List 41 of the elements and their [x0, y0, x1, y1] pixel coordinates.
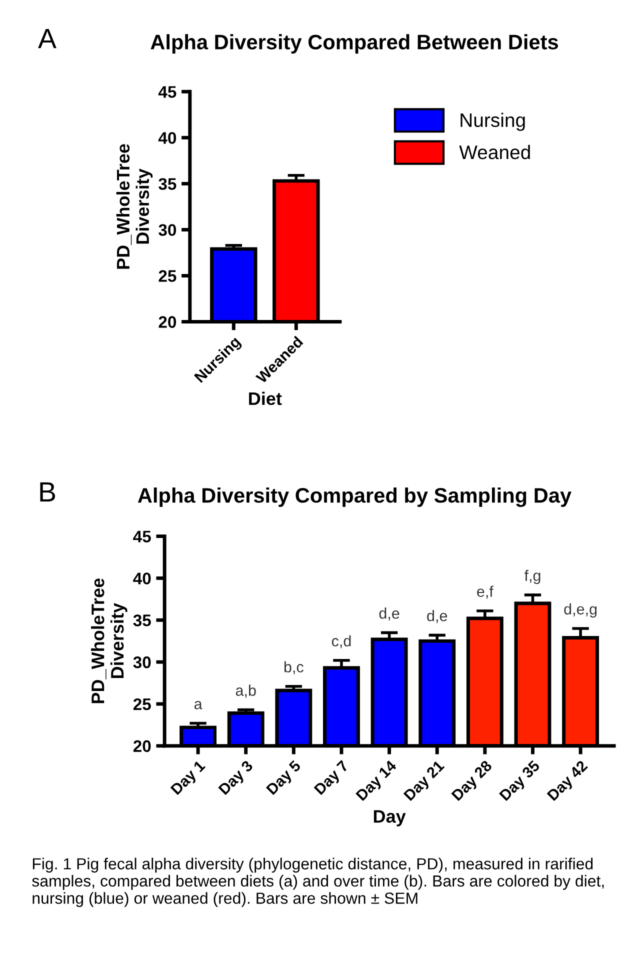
x-axis-title: Day	[374, 810, 406, 826]
legend-label: Weaned	[459, 144, 530, 160]
data-label: c,d	[332, 635, 351, 648]
data-label: d,e	[427, 610, 448, 624]
x-tick-label: Day 35	[498, 760, 542, 804]
data-label: a	[194, 700, 202, 710]
data-label: e,f	[477, 586, 494, 599]
x-tick-label: Day 42	[546, 760, 590, 804]
x-tick-label: Day 7	[314, 760, 352, 798]
y-axis-title: PD_WholeTree Diversity	[91, 578, 128, 704]
y-tick-label: 45	[133, 530, 151, 542]
text: A	[38, 29, 56, 48]
legend-label: Nursing	[460, 112, 525, 131]
data-label: b,c	[284, 661, 304, 674]
y-tick-label: 30	[158, 224, 176, 236]
text: B	[40, 482, 56, 502]
y-axis-title: PD_WholeTree Diversity	[116, 144, 153, 269]
data-label: d,e	[379, 608, 400, 621]
chart-title: Alpha Diversity Compared Between Diets	[150, 34, 558, 54]
chart-title: Alpha Diversity Compared by Sampling Day	[138, 487, 572, 508]
data-label: d,e,g	[564, 603, 597, 618]
x-tick-label: Day 28	[451, 760, 495, 804]
y-tick-label: 40	[133, 572, 151, 584]
y-tick-label: 25	[133, 698, 151, 710]
x-tick-label: Day 3	[218, 760, 256, 798]
y-tick-label: 30	[133, 656, 151, 668]
y-tick-label: 35	[158, 178, 176, 190]
data-label: a,b	[236, 684, 256, 698]
y-tick-label: 25	[158, 270, 176, 282]
y-tick-label: 45	[158, 86, 176, 98]
y-tick-label: 35	[133, 614, 151, 626]
x-tick-label: Day 5	[266, 760, 304, 798]
x-axis-title: Diet	[249, 392, 282, 406]
y-tick-label: 20	[133, 740, 151, 752]
data-label: f,g	[524, 570, 540, 584]
y-tick-label: 40	[158, 132, 176, 144]
x-tick-label: Day 14	[356, 760, 400, 804]
x-tick-label: Day 21	[403, 760, 447, 804]
x-tick-label: Day 1	[170, 760, 208, 798]
caption: Fig. 1 Pig fecal alpha diversity (phylogenetic distance, PD), measured in rarified samples, compared between diets (a) and over time (b). Bars are colored by diet, nursing (blue) or weaned (red). Bars are shown ± SEM	[32, 858, 604, 908]
y-tick-label: 20	[158, 316, 176, 328]
